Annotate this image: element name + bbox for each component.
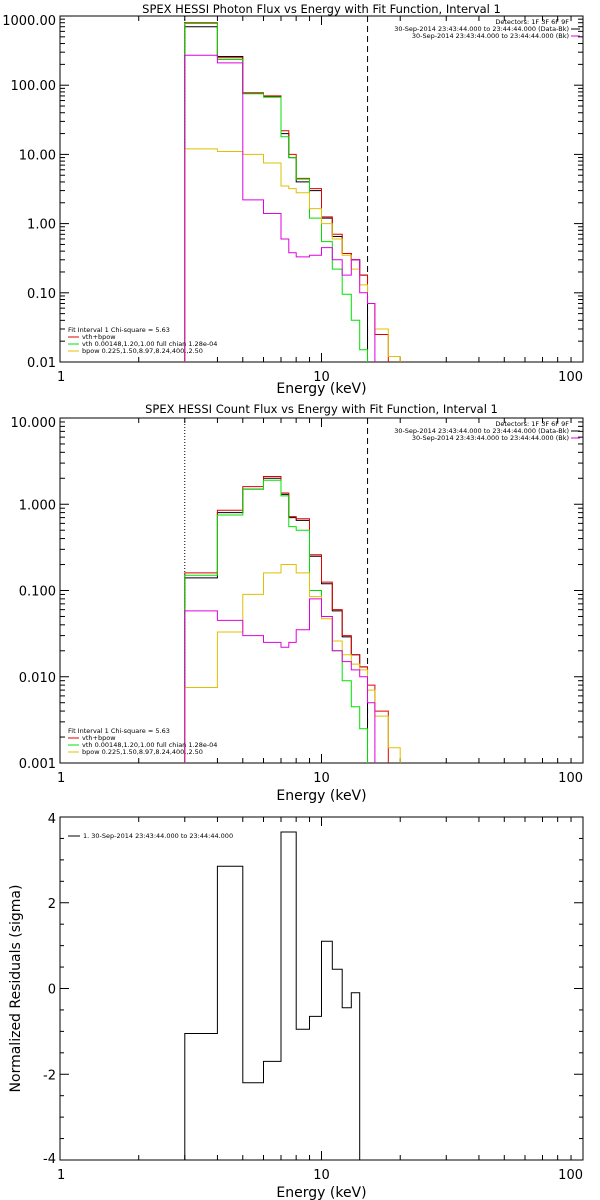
legend-fit-entry: vth 0.00148,1.20,1.00 full chian 1.28e-0… <box>82 340 217 348</box>
x-tick-label: 10 <box>313 771 330 786</box>
legend-top-entry: 30-Sep-2014 23:43:44.000 to 23:44:44.000… <box>412 32 569 40</box>
x-tick-label: 100 <box>558 1168 583 1183</box>
series-vth-line <box>184 23 368 362</box>
y-tick-label: -2 <box>43 1068 56 1083</box>
legend-top-entry: Detectors: 1F 3F 6F 9F <box>495 420 569 428</box>
x-axis-label: Energy (keV) <box>276 381 366 397</box>
y-tick-label: 10.000 <box>11 416 57 431</box>
series-bpow-line <box>184 564 401 763</box>
legend-top-entry: Detectors: 1F 3F 6F 9F <box>495 18 569 26</box>
y-tick-label: 2 <box>48 897 56 912</box>
y-tick-label: 10.00 <box>19 148 56 163</box>
legend-fit-entry: vth+bpow <box>82 734 116 742</box>
x-tick-label: 10 <box>313 1168 330 1183</box>
y-tick-label: 1000.00 <box>2 14 56 29</box>
legend-fit-entry: vth+bpow <box>82 333 116 341</box>
chart-panel-1: SPEX HESSI Photon Flux vs Energy with Fi… <box>2 2 584 397</box>
legend-top-entry: 30-Sep-2014 23:43:44.000 to 23:44:44.000… <box>394 427 569 435</box>
y-tick-label: 1.000 <box>19 498 56 513</box>
legend-top-entry: 1. 30-Sep-2014 23:43:44.000 to 23:44:44.… <box>83 832 233 840</box>
chart-title: SPEX HESSI Count Flux vs Energy with Fit… <box>145 402 498 416</box>
legend-fit-entry: Fit Interval 1 Chi-square = 5.63 <box>68 727 170 735</box>
x-axis-label: Energy (keV) <box>276 788 366 804</box>
series-vth-line <box>184 479 368 763</box>
legend-top-entry: 30-Sep-2014 23:43:44.000 to 23:44:44.000… <box>394 25 569 33</box>
chart-title: SPEX HESSI Photon Flux vs Energy with Fi… <box>142 2 501 16</box>
series-data-line <box>184 831 361 1160</box>
series-bpow_combined-line <box>184 54 376 362</box>
y-tick-label: 4 <box>48 812 56 827</box>
y-tick-label: 0.010 <box>19 671 56 686</box>
x-tick-label: 100 <box>558 771 583 786</box>
y-tick-label: 100.00 <box>11 79 57 94</box>
y-tick-label: 0.10 <box>27 287 56 302</box>
legend-fit-entry: Fit Interval 1 Chi-square = 5.63 <box>68 326 170 334</box>
chart-panel-3: 1 10 100 Energy (keV) -4 -2 0 2 4 Normalized Resi… <box>8 812 584 1200</box>
y-tick-label: 0.001 <box>19 757 56 772</box>
y-tick-label: -4 <box>43 1152 56 1167</box>
series-bpow_combined-line <box>184 598 376 763</box>
x-tick-label: 1 <box>57 771 65 786</box>
legend-fit-entry: bpow 0.225,1.50,8.97,8.24,400.,2.50 <box>82 748 203 756</box>
legend-fit-entry: bpow 0.225,1.50,8.97,8.24,400.,2.50 <box>82 347 203 355</box>
y-tick-label: 0 <box>48 983 56 998</box>
x-tick-label: 1 <box>57 370 65 385</box>
x-tick-label: 10 <box>313 370 330 385</box>
series-total-line <box>184 22 389 362</box>
series-data-line <box>184 477 368 763</box>
x-tick-label: 1 <box>57 1168 65 1183</box>
x-axis-label: Energy (keV) <box>276 1185 366 1200</box>
series-total-line <box>184 476 389 763</box>
chart-panel-2: SPEX HESSI Count Flux vs Energy with Fit… <box>11 402 584 804</box>
y-tick-label: 0.01 <box>27 356 56 371</box>
y-tick-label: 0.100 <box>19 585 56 600</box>
y-axis-label: Normalized Residuals (sigma) <box>8 885 24 1093</box>
x-tick-label: 100 <box>558 370 583 385</box>
y-tick-label: 1.00 <box>27 218 56 233</box>
series-data-line <box>184 26 368 362</box>
legend-top-entry: 30-Sep-2014 23:43:44.000 to 23:44:44.000… <box>412 434 569 442</box>
legend-fit-entry: vth 0.00148,1.20,1.00 full chian 1.28e-0… <box>82 741 217 749</box>
